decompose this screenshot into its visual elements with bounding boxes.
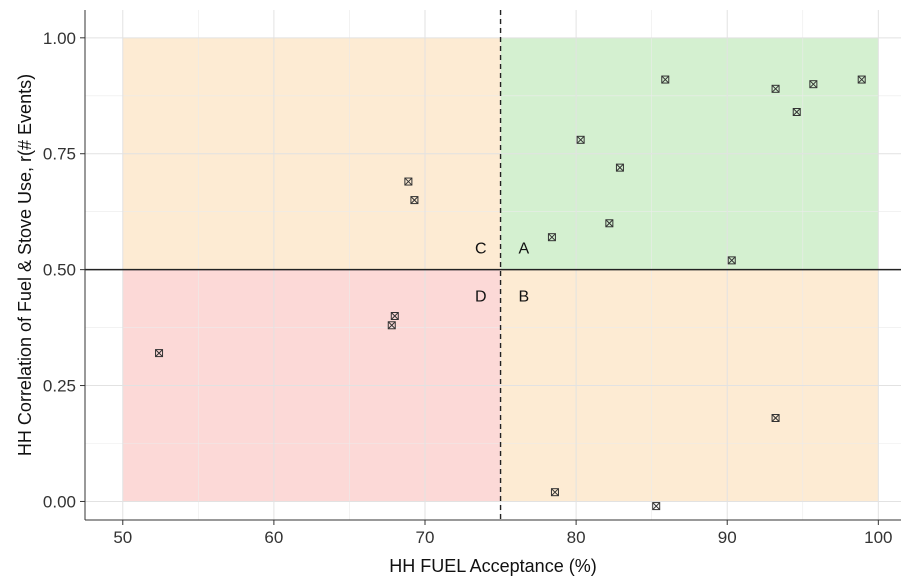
data-point bbox=[576, 135, 585, 144]
quadrant-label-b: B bbox=[519, 289, 530, 306]
data-point bbox=[727, 256, 736, 265]
x-tick-label: 60 bbox=[264, 528, 283, 547]
data-point bbox=[155, 349, 164, 358]
x-tick-label: 90 bbox=[718, 528, 737, 547]
y-tick-label: 1.00 bbox=[43, 29, 76, 48]
y-tick-label: 0.25 bbox=[43, 377, 76, 396]
x-tick-label: 50 bbox=[113, 528, 132, 547]
x-tick-label: 70 bbox=[416, 528, 435, 547]
data-point bbox=[857, 75, 866, 84]
data-point bbox=[605, 219, 614, 228]
data-point bbox=[661, 75, 670, 84]
data-point bbox=[550, 488, 559, 497]
y-axis-title: HH Correlation of Fuel & Stove Use, r(# … bbox=[15, 74, 35, 456]
data-point bbox=[771, 414, 780, 422]
data-point bbox=[410, 196, 419, 205]
y-tick-label: 0.00 bbox=[43, 492, 76, 511]
x-tick-label: 80 bbox=[567, 528, 586, 547]
data-point bbox=[615, 163, 624, 172]
data-point bbox=[547, 233, 556, 242]
quadrant-label-a: A bbox=[519, 241, 530, 258]
quadrant-label-c: C bbox=[475, 241, 487, 258]
data-point bbox=[404, 177, 413, 186]
x-axis-title: HH FUEL Acceptance (%) bbox=[389, 556, 596, 576]
data-point bbox=[387, 321, 396, 330]
x-tick-label: 100 bbox=[864, 528, 892, 547]
data-point bbox=[792, 108, 801, 116]
y-tick-label: 0.50 bbox=[43, 261, 76, 280]
data-point bbox=[809, 80, 818, 89]
quadrant-label-d: D bbox=[475, 289, 487, 306]
y-tick-label: 0.75 bbox=[43, 145, 76, 164]
data-point bbox=[771, 84, 780, 93]
data-point bbox=[652, 502, 661, 511]
data-point bbox=[390, 312, 399, 320]
